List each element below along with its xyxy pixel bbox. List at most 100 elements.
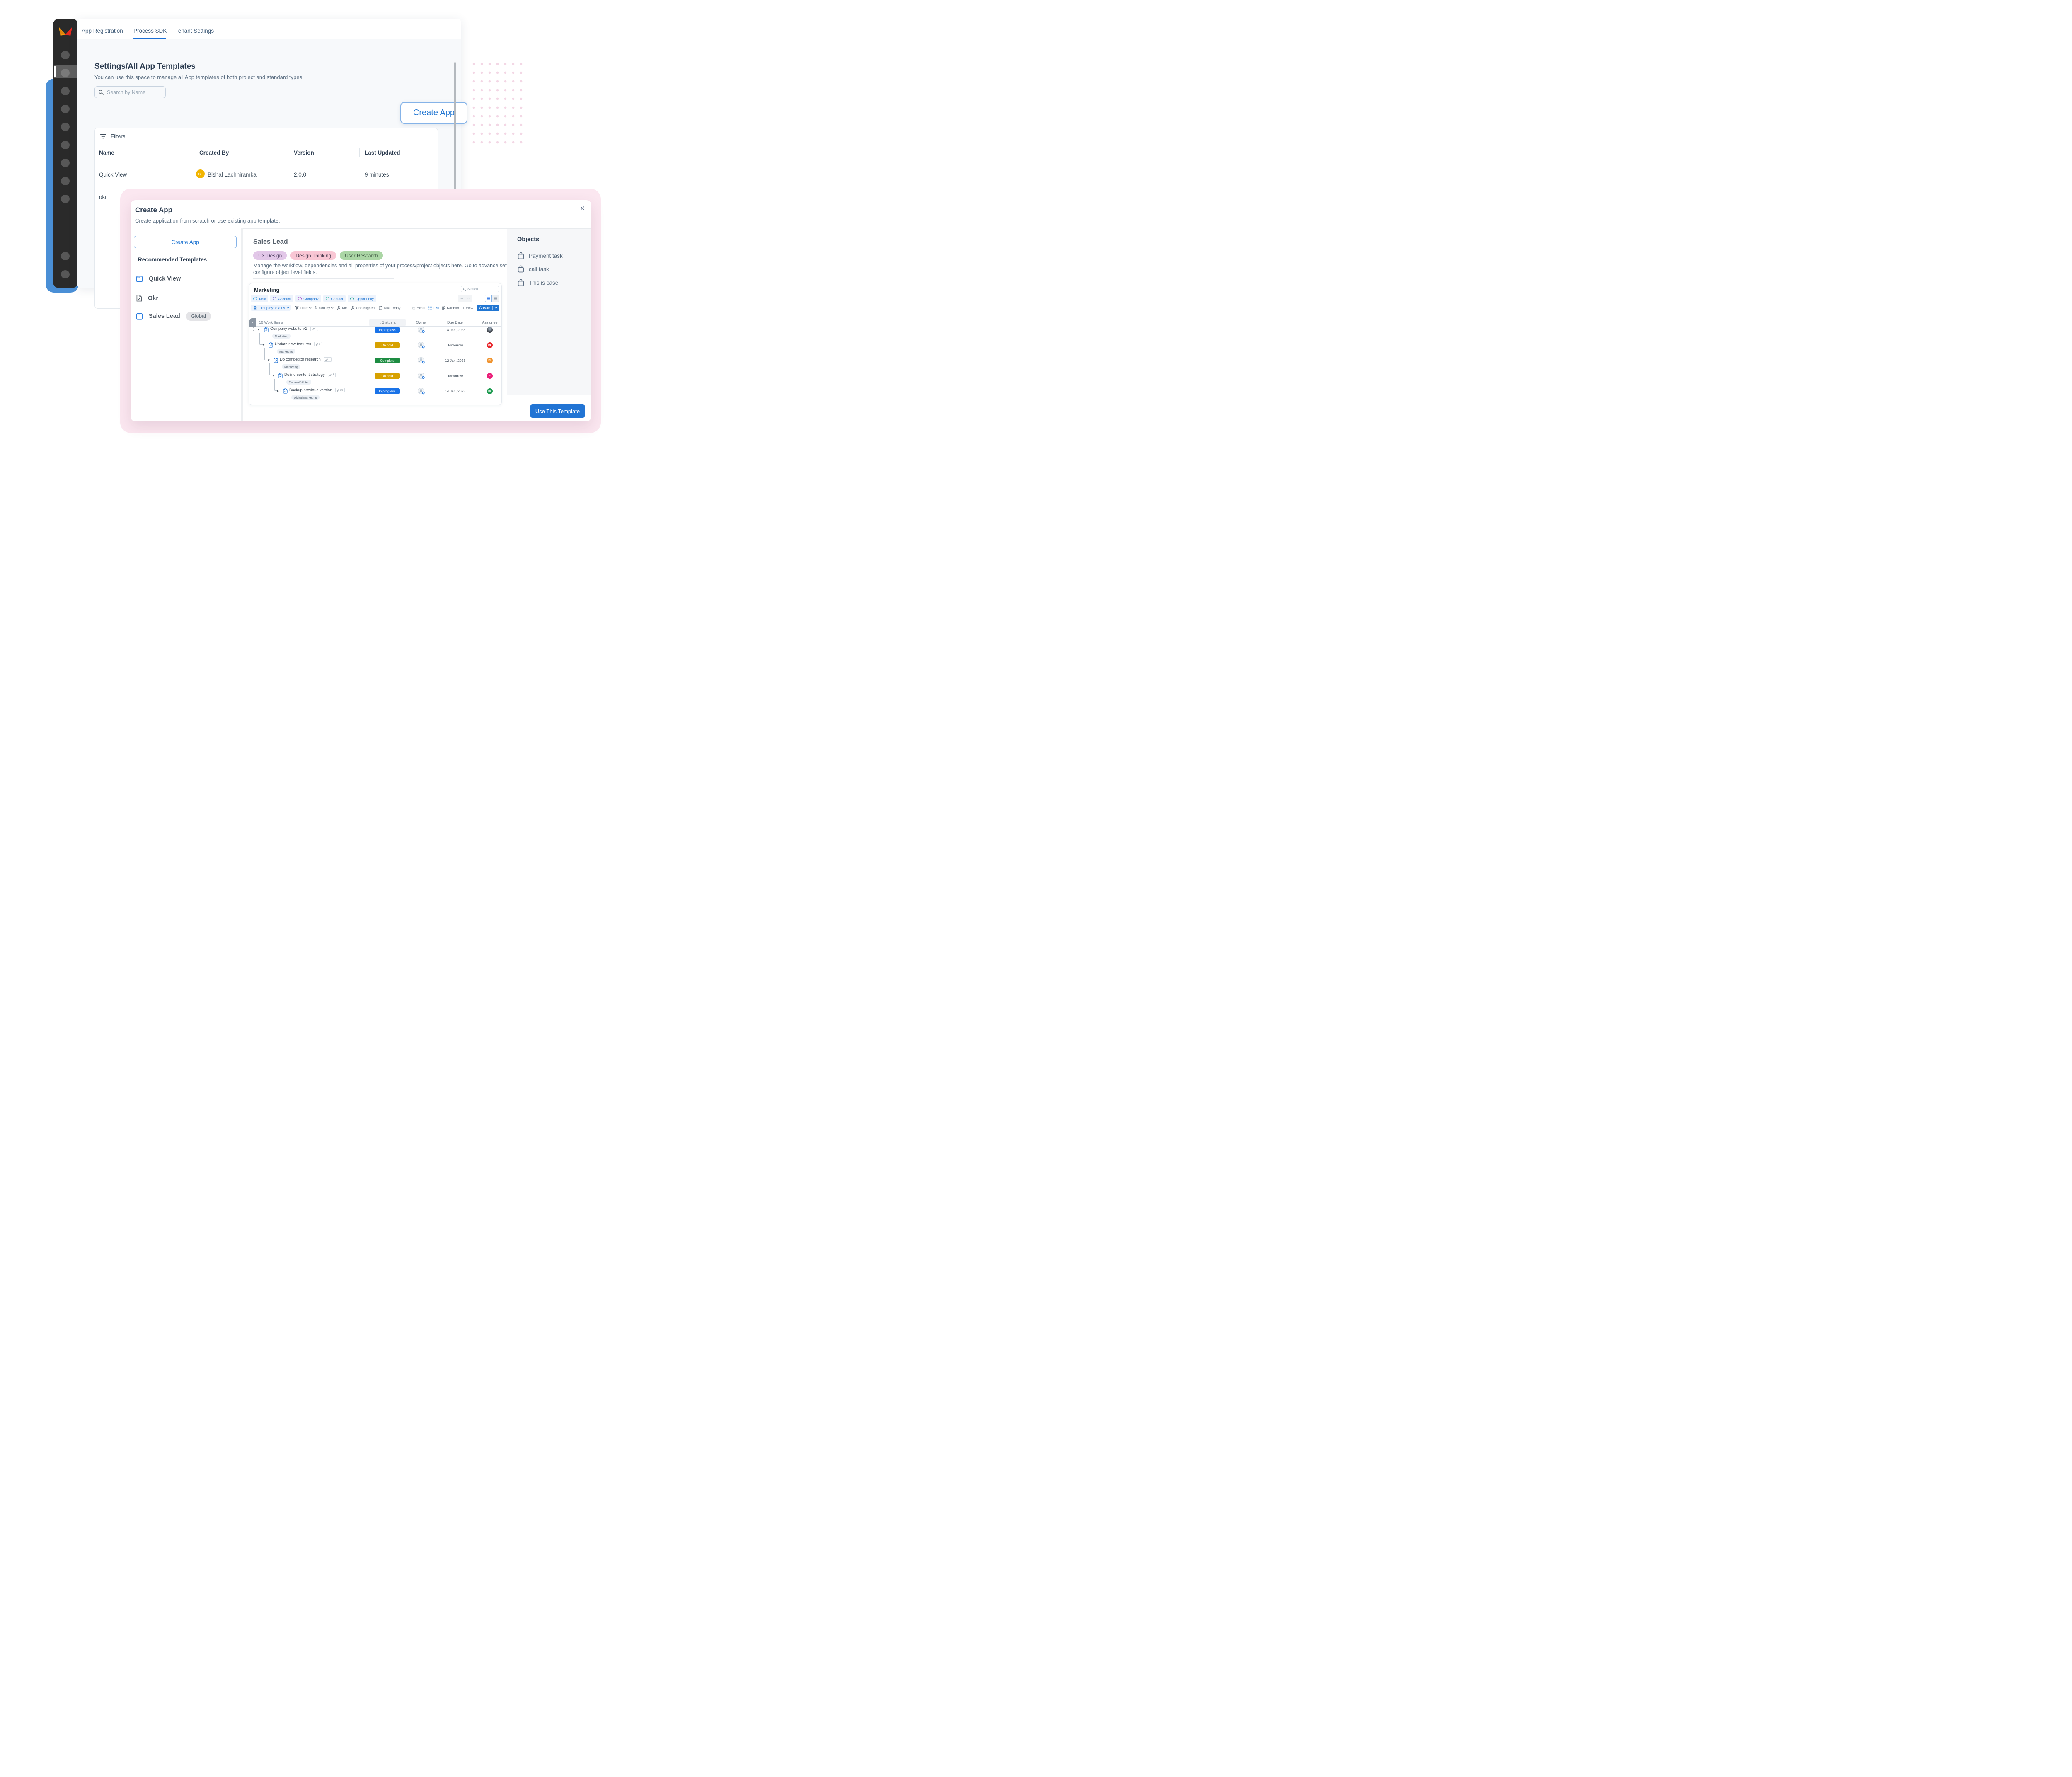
status-badge[interactable]: On hold bbox=[375, 373, 400, 379]
chip-task[interactable]: Task bbox=[251, 295, 269, 302]
col-header-last-updated[interactable]: Last Updated bbox=[365, 150, 400, 156]
sidebar-icon-placeholder[interactable] bbox=[61, 141, 70, 149]
links-badge[interactable]: 1 bbox=[310, 327, 319, 331]
work-item-row[interactable]: ▾ Update new features 1 On hold Tomorrow… bbox=[249, 342, 501, 349]
due-today-button[interactable]: Due Today bbox=[379, 306, 401, 310]
template-item-quick-view[interactable]: Quick View bbox=[136, 276, 181, 282]
work-item-row[interactable]: ⋮ ▾ Company website V2 1 In progress 14 … bbox=[249, 327, 501, 333]
status-badge[interactable]: In progress bbox=[375, 388, 400, 394]
close-icon[interactable]: × bbox=[580, 204, 585, 213]
chip-opportunity[interactable]: Opportunity bbox=[347, 295, 376, 302]
owner-icon[interactable] bbox=[418, 373, 425, 379]
search-input[interactable] bbox=[107, 89, 157, 95]
filters-button[interactable]: Filters bbox=[111, 133, 126, 139]
col-header-status[interactable]: :: Status ⇅ bbox=[380, 320, 396, 324]
create-app-button[interactable]: Create App bbox=[400, 102, 467, 124]
chevron-down-icon: ▾ bbox=[252, 321, 254, 324]
kanban-view-button[interactable]: Kanban bbox=[442, 306, 459, 310]
board-search-input[interactable] bbox=[467, 287, 496, 291]
col-header-due-date[interactable]: Due Date bbox=[447, 320, 463, 324]
assignee-avatar[interactable]: ML bbox=[487, 342, 493, 348]
me-filter-button[interactable]: Me bbox=[337, 306, 347, 310]
chip-account[interactable]: Account bbox=[270, 295, 294, 302]
sidebar-icon-placeholder[interactable] bbox=[61, 195, 70, 203]
kanban-label: Kanban bbox=[447, 306, 459, 310]
filter-button[interactable]: Filter bbox=[295, 306, 312, 310]
chip-label: Account bbox=[278, 296, 291, 301]
owner-icon[interactable] bbox=[418, 327, 425, 333]
owner-icon[interactable] bbox=[418, 342, 425, 349]
collapse-icon: ↘↖ bbox=[460, 298, 463, 300]
tab-tenant-settings[interactable]: Tenant Settings bbox=[175, 28, 214, 34]
col-header-name[interactable]: Name bbox=[99, 150, 114, 156]
col-header-owner[interactable]: Owner bbox=[416, 320, 427, 324]
sidebar-icon-placeholder[interactable] bbox=[61, 252, 70, 260]
density-comfort-button[interactable] bbox=[492, 295, 499, 302]
sort-by-button[interactable]: ⇅ Sort by bbox=[315, 306, 334, 310]
group-by-button[interactable]: Group by: Status bbox=[251, 305, 291, 311]
object-label: Payment task bbox=[529, 252, 563, 259]
tab-app-registration[interactable]: App Registration bbox=[82, 28, 123, 34]
sidebar-icon-placeholder[interactable] bbox=[61, 159, 70, 167]
assignee-avatar[interactable]: WI bbox=[487, 373, 493, 379]
kebab-menu-icon[interactable]: ⋮ bbox=[251, 327, 255, 332]
object-item-call-task[interactable]: call task bbox=[517, 265, 549, 273]
sidebar-icon-placeholder[interactable] bbox=[61, 177, 70, 185]
status-badge[interactable]: Complete bbox=[375, 358, 400, 363]
work-item-row[interactable]: ▾ Define content strategy 1 On hold Tomo… bbox=[249, 373, 501, 379]
chip-contact[interactable]: Contact bbox=[323, 295, 346, 302]
sidebar-icon-placeholder[interactable] bbox=[61, 105, 70, 113]
collapse-all-tab[interactable]: ▾ bbox=[249, 318, 256, 327]
collapse-caret-icon[interactable]: ▾ bbox=[273, 373, 275, 378]
template-item-okr[interactable]: Okr bbox=[136, 295, 158, 302]
sidebar-icon-placeholder[interactable] bbox=[61, 123, 70, 131]
panel-scrollbar-track[interactable] bbox=[241, 228, 243, 421]
work-item-row[interactable]: ▾ Do competitor research 1 Complete 12 J… bbox=[249, 357, 501, 364]
owner-icon[interactable] bbox=[418, 388, 425, 395]
status-badge[interactable]: On hold bbox=[375, 342, 400, 348]
work-item-row[interactable]: ▸ Backup previous version 10 In progress… bbox=[249, 388, 501, 395]
assignee-avatar[interactable]: RS bbox=[487, 388, 493, 394]
links-badge[interactable]: 1 bbox=[327, 373, 336, 377]
assignee-avatar-photo[interactable] bbox=[487, 327, 493, 333]
tab-process-sdk[interactable]: Process SDK bbox=[133, 28, 167, 34]
create-label: Create bbox=[479, 306, 490, 310]
tree-connector bbox=[274, 379, 278, 391]
status-badge[interactable]: In progress bbox=[375, 327, 400, 333]
sidebar-icon-placeholder-active[interactable] bbox=[61, 69, 70, 77]
unassigned-filter-button[interactable]: Unassigned bbox=[351, 306, 375, 310]
use-this-template-button[interactable]: Use This Template bbox=[530, 404, 585, 418]
links-badge[interactable]: 10 bbox=[335, 388, 345, 392]
preview-divider bbox=[253, 278, 394, 279]
template-item-sales-lead[interactable]: Sales Lead Global bbox=[136, 312, 211, 321]
object-item-payment-task[interactable]: Payment task bbox=[517, 252, 563, 259]
board-create-button[interactable]: Create bbox=[476, 305, 499, 311]
collapse-caret-icon[interactable]: ▾ bbox=[258, 327, 260, 332]
excel-button[interactable]: ⊞ Excel bbox=[412, 306, 425, 310]
modal-create-app-button[interactable]: Create App bbox=[134, 236, 237, 248]
person-icon bbox=[337, 305, 341, 310]
window-scrollbar[interactable] bbox=[454, 62, 456, 207]
object-item-this-is-case[interactable]: This is case bbox=[517, 279, 558, 286]
col-header-created-by[interactable]: Created By bbox=[199, 150, 229, 156]
owner-icon[interactable] bbox=[418, 357, 425, 364]
collapse-expand-toggle[interactable]: ↘↖ ↖↘ bbox=[458, 295, 472, 302]
collapse-caret-icon[interactable]: ▾ bbox=[268, 358, 270, 362]
template-item-label: Quick View bbox=[149, 276, 181, 282]
preview-tags: UX Design Design Thinking User Research bbox=[253, 251, 383, 260]
collapse-caret-icon[interactable]: ▾ bbox=[263, 343, 265, 347]
col-header-assignee[interactable]: Assignee bbox=[482, 320, 498, 324]
sidebar-icon-placeholder[interactable] bbox=[61, 270, 70, 278]
col-header-version[interactable]: Version bbox=[294, 150, 314, 156]
links-badge[interactable]: 1 bbox=[314, 342, 322, 346]
add-view-button[interactable]: + View bbox=[462, 306, 473, 310]
assignee-avatar[interactable]: KL bbox=[487, 358, 493, 363]
expand-caret-icon[interactable]: ▸ bbox=[277, 389, 279, 393]
chip-company[interactable]: Company bbox=[295, 295, 321, 302]
list-density-icon bbox=[487, 297, 490, 300]
links-badge[interactable]: 1 bbox=[323, 357, 332, 362]
list-view-button[interactable]: List bbox=[428, 306, 439, 310]
sidebar-icon-placeholder[interactable] bbox=[61, 51, 70, 59]
density-compact-button[interactable] bbox=[485, 295, 492, 302]
sidebar-icon-placeholder[interactable] bbox=[61, 87, 70, 95]
